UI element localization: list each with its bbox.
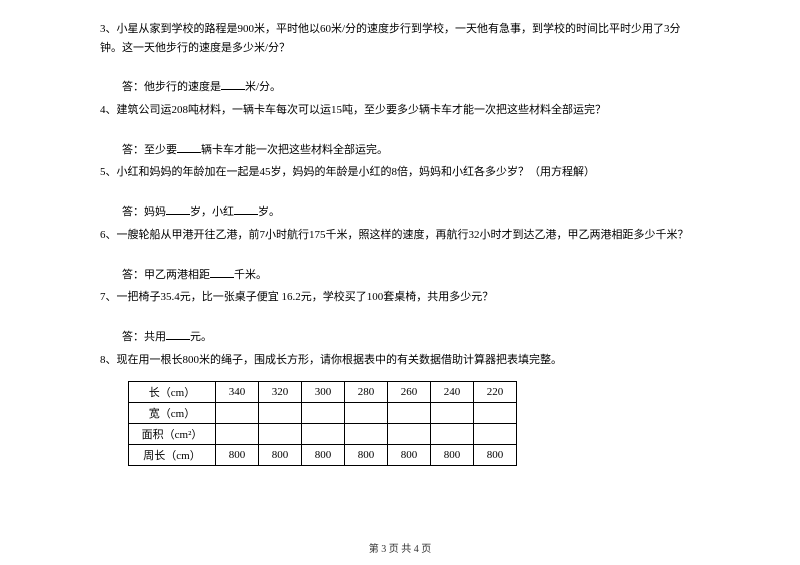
table-row-area: 面积（cm²）: [129, 424, 517, 445]
question-3: 3、小星从家到学校的路程是900米，平时他以60米/分的速度步行到学校，一天他有…: [100, 20, 700, 57]
table-cell: [431, 403, 474, 424]
table-cell: 240: [431, 382, 474, 403]
question-8: 8、现在用一根长800米的绳子，围成长方形，请你根据表中的有关数据借助计算器把表…: [100, 351, 700, 370]
table-cell: [345, 424, 388, 445]
table-cell: [345, 403, 388, 424]
table-cell: 320: [259, 382, 302, 403]
blank-field: [221, 77, 245, 90]
page-footer: 第 3 页 共 4 页: [0, 540, 800, 555]
answer-5-p2: 岁，小红: [190, 206, 234, 218]
answer-4: 答：至少要 辆卡车才能一次把这些材料全部运完。: [100, 140, 700, 160]
row-header: 面积（cm²）: [129, 424, 216, 445]
table-cell: [216, 424, 259, 445]
answer-5-p3: 岁。: [258, 206, 280, 218]
answer-4-prefix: 答：至少要: [122, 144, 177, 156]
table-cell: 800: [216, 445, 259, 466]
table-row-length: 长（cm） 340 320 300 280 260 240 220: [129, 382, 517, 403]
blank-field: [234, 202, 258, 215]
row-header: 周长（cm）: [129, 445, 216, 466]
table-cell: [474, 424, 517, 445]
answer-5-p1: 答：妈妈: [122, 206, 166, 218]
table-cell: [388, 424, 431, 445]
table-cell: [259, 424, 302, 445]
table-cell: 800: [345, 445, 388, 466]
table-cell: 800: [431, 445, 474, 466]
table-cell: 340: [216, 382, 259, 403]
question-5: 5、小红和妈妈的年龄加在一起是45岁，妈妈的年龄是小红的8倍，妈妈和小红各多少岁…: [100, 163, 700, 182]
question-4: 4、建筑公司运208吨材料，一辆卡车每次可以运15吨，至少要多少辆卡车才能一次把…: [100, 101, 700, 120]
table-cell: 800: [474, 445, 517, 466]
answer-6-prefix: 答：甲乙两港相距: [122, 269, 210, 281]
table-cell: 300: [302, 382, 345, 403]
table-cell: 280: [345, 382, 388, 403]
answer-7: 答：共用 元。: [100, 327, 700, 347]
row-header: 宽（cm）: [129, 403, 216, 424]
answer-3-suffix: 米/分。: [245, 81, 281, 93]
answer-6: 答：甲乙两港相距 千米。: [100, 265, 700, 285]
table-cell: 220: [474, 382, 517, 403]
answer-3: 答：他步行的速度是 米/分。: [100, 77, 700, 97]
blank-field: [210, 265, 234, 278]
answer-7-suffix: 元。: [190, 331, 212, 343]
blank-field: [166, 202, 190, 215]
table-cell: [388, 403, 431, 424]
row-header: 长（cm）: [129, 382, 216, 403]
table-cell: [474, 403, 517, 424]
question-7: 7、一把椅子35.4元，比一张桌子便宜 16.2元，学校买了100套桌椅，共用多…: [100, 288, 700, 307]
table-cell: [302, 403, 345, 424]
answer-7-prefix: 答：共用: [122, 331, 166, 343]
answer-3-prefix: 答：他步行的速度是: [122, 81, 221, 93]
table-cell: [216, 403, 259, 424]
blank-field: [177, 140, 201, 153]
table-cell: 800: [259, 445, 302, 466]
table-cell: [259, 403, 302, 424]
answer-5: 答：妈妈 岁，小红 岁。: [100, 202, 700, 222]
table-cell: [431, 424, 474, 445]
data-table: 长（cm） 340 320 300 280 260 240 220 宽（cm） …: [128, 381, 517, 466]
answer-4-suffix: 辆卡车才能一次把这些材料全部运完。: [201, 144, 388, 156]
table-cell: 800: [302, 445, 345, 466]
table-row-width: 宽（cm）: [129, 403, 517, 424]
table-cell: 800: [388, 445, 431, 466]
page-content: 3、小星从家到学校的路程是900米，平时他以60米/分的速度步行到学校，一天他有…: [0, 0, 800, 466]
table-cell: 260: [388, 382, 431, 403]
table-cell: [302, 424, 345, 445]
answer-6-suffix: 千米。: [234, 269, 267, 281]
question-6: 6、一艘轮船从甲港开往乙港，前7小时航行175千米，照这样的速度，再航行32小时…: [100, 226, 700, 245]
blank-field: [166, 327, 190, 340]
table-row-perimeter: 周长（cm） 800 800 800 800 800 800 800: [129, 445, 517, 466]
